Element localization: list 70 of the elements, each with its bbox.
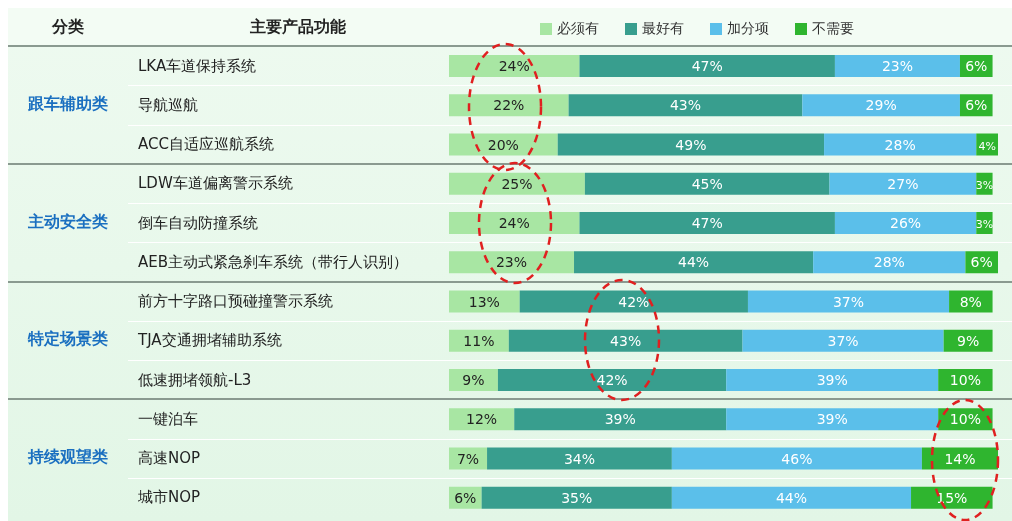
data-label: 42% [618, 293, 650, 310]
data-label: 24% [498, 58, 530, 74]
data-label: 12% [466, 411, 498, 428]
text: 跟车辅助类 [27, 93, 109, 115]
data-label: 22% [493, 97, 525, 114]
data-label: 23% [495, 254, 528, 271]
y-tick-label: LKA车道保持系统 [138, 56, 257, 75]
data-label: 14% [944, 450, 976, 467]
data-label: 8% [959, 293, 982, 310]
text: 持续观望类 [26, 447, 109, 469]
data-label: 43% [669, 97, 702, 114]
y-tick-label: 高速NOP [138, 449, 201, 468]
data-label: 6% [965, 58, 988, 74]
y-tick-label: TJA交通拥堵辅助系统 [137, 331, 282, 350]
data-label: 7% [456, 450, 480, 467]
y-tick-label: LDW车道偏离警示系统 [138, 174, 293, 193]
data-label: 44% [678, 254, 710, 271]
text: 分类 [51, 17, 85, 38]
legend-label: 必须有 [557, 20, 599, 38]
data-label: 6% [454, 489, 477, 506]
y-tick-label: 一键泊车 [138, 409, 198, 428]
text: 主动安全类 [27, 211, 109, 233]
data-label: 9% [956, 332, 980, 349]
data-label: 34% [563, 450, 596, 467]
data-label: 37% [827, 332, 859, 349]
legend-label: 加分项 [727, 20, 769, 38]
data-label: 39% [816, 411, 848, 428]
y-tick-label: 导航巡航 [138, 95, 198, 114]
data-label: 13% [468, 293, 500, 310]
y-tick-label: ACC自适应巡航系统 [138, 135, 274, 154]
data-label: 47% [691, 58, 723, 74]
data-label: 24% [498, 215, 530, 231]
data-label: 28% [884, 136, 916, 153]
data-label: 45% [691, 175, 723, 192]
y-tick-label: 城市NOP [137, 488, 201, 507]
data-label: 27% [887, 175, 919, 192]
legend-label: 最好有 [642, 20, 684, 38]
data-label: 47% [691, 215, 723, 231]
data-label: 3% [975, 218, 994, 231]
data-label: 10% [949, 372, 981, 388]
data-label: 26% [890, 215, 922, 231]
legend-label: 不需要 [812, 20, 854, 38]
data-label: 15% [936, 489, 968, 506]
data-label: 39% [816, 372, 848, 388]
data-label: 46% [781, 450, 813, 467]
y-tick-label: AEB主动式紧急刹车系统（带行人识别） [138, 252, 409, 271]
data-label: 11% [463, 332, 495, 349]
text: 特定场景类 [27, 329, 109, 351]
data-label: 3% [975, 178, 994, 192]
data-label: 20% [487, 136, 519, 153]
data-label: 6% [965, 97, 988, 114]
data-label: 28% [873, 254, 905, 271]
y-tick-label: 前方十字路口预碰撞警示系统 [138, 292, 333, 311]
data-label: 29% [865, 97, 897, 114]
data-label: 4% [978, 139, 996, 153]
data-label: 49% [675, 136, 707, 153]
data-label: 43% [610, 332, 642, 349]
data-label: 23% [881, 58, 913, 74]
y-tick-label: 低速拥堵领航-L3 [138, 370, 252, 389]
data-label: 9% [462, 372, 485, 388]
data-label: 37% [832, 293, 865, 310]
data-label: 35% [561, 489, 593, 506]
data-label: 42% [596, 372, 628, 388]
data-label: 25% [501, 175, 533, 192]
data-label: 10% [949, 411, 981, 428]
text: 主要产品功能 [249, 17, 347, 38]
data-label: 39% [604, 411, 636, 428]
y-tick-label: 倒车自动防撞系统 [138, 213, 258, 232]
data-label: 44% [775, 489, 808, 506]
data-label: 6% [970, 254, 993, 271]
